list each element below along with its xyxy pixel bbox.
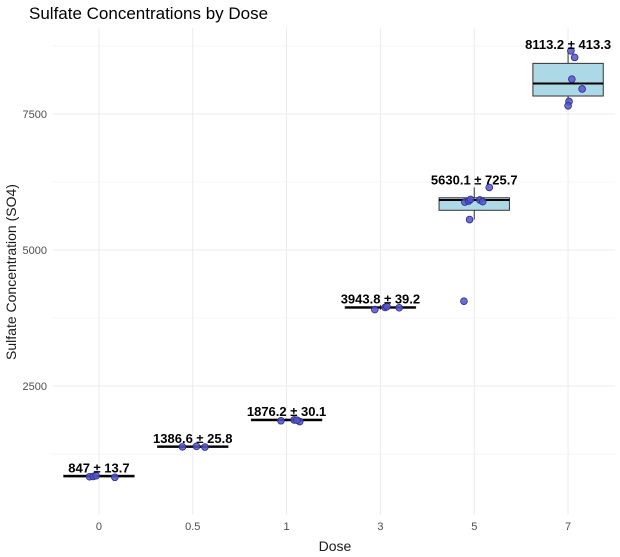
data-point	[277, 416, 285, 425]
x-tick-label: 0	[96, 521, 102, 533]
data-point	[178, 443, 187, 451]
y-tick-label: 7500	[23, 109, 47, 121]
data-point	[192, 442, 201, 451]
x-axis-title: Dose	[319, 538, 352, 554]
y-tick-label: 2500	[23, 381, 47, 393]
data-point	[567, 47, 575, 55]
mean-sd-label: 1386.6 ± 25.8	[153, 431, 232, 446]
data-point	[293, 416, 301, 425]
x-tick-label: 3	[377, 521, 383, 533]
data-point	[466, 195, 475, 204]
box-1	[250, 418, 323, 422]
y-axis-title: Sulfate Concentration (SO4)	[3, 184, 19, 360]
box-3	[344, 304, 417, 310]
y-tick-label: 5000	[23, 245, 47, 257]
data-point	[201, 443, 209, 451]
data-point	[395, 303, 403, 312]
data-point	[383, 302, 391, 311]
data-labels-layer: 847 ± 13.7 1386.6 ± 25.8 1876.2 ± 30.1 3943…	[68, 37, 611, 475]
x-tick-label: 5	[471, 521, 477, 533]
data-point	[568, 75, 576, 83]
box-5	[438, 187, 510, 220]
data-point	[92, 471, 100, 480]
chart-title: Sulfate Concentrations by Dose	[29, 4, 268, 23]
mean-sd-label: 3943.8 ± 39.2	[341, 292, 420, 307]
tick-labels-layer: 2500 5000 7500 0 0.5 1 3 5 7	[23, 109, 572, 533]
data-point	[564, 102, 572, 110]
x-tick-label: 0.5	[185, 521, 200, 533]
data-point	[460, 297, 468, 305]
data-point	[111, 473, 119, 482]
boxes-layer	[63, 51, 604, 478]
data-point	[578, 85, 586, 93]
data-point	[465, 215, 474, 224]
mean-sd-label: 847 ± 13.7	[68, 460, 129, 475]
data-point	[485, 183, 494, 192]
grid-lines	[52, 28, 615, 515]
data-point	[478, 197, 487, 206]
data-point	[370, 305, 379, 314]
data-point	[570, 53, 579, 62]
mean-sd-label: 1876.2 ± 30.1	[247, 404, 326, 419]
mean-sd-label: 8113.2 ± 413.3	[525, 37, 611, 52]
x-tick-label: 1	[284, 521, 290, 533]
points-layer	[85, 47, 586, 482]
x-tick-label: 7	[565, 521, 571, 533]
mean-sd-label: 5630.1 ± 725.7	[431, 172, 518, 187]
